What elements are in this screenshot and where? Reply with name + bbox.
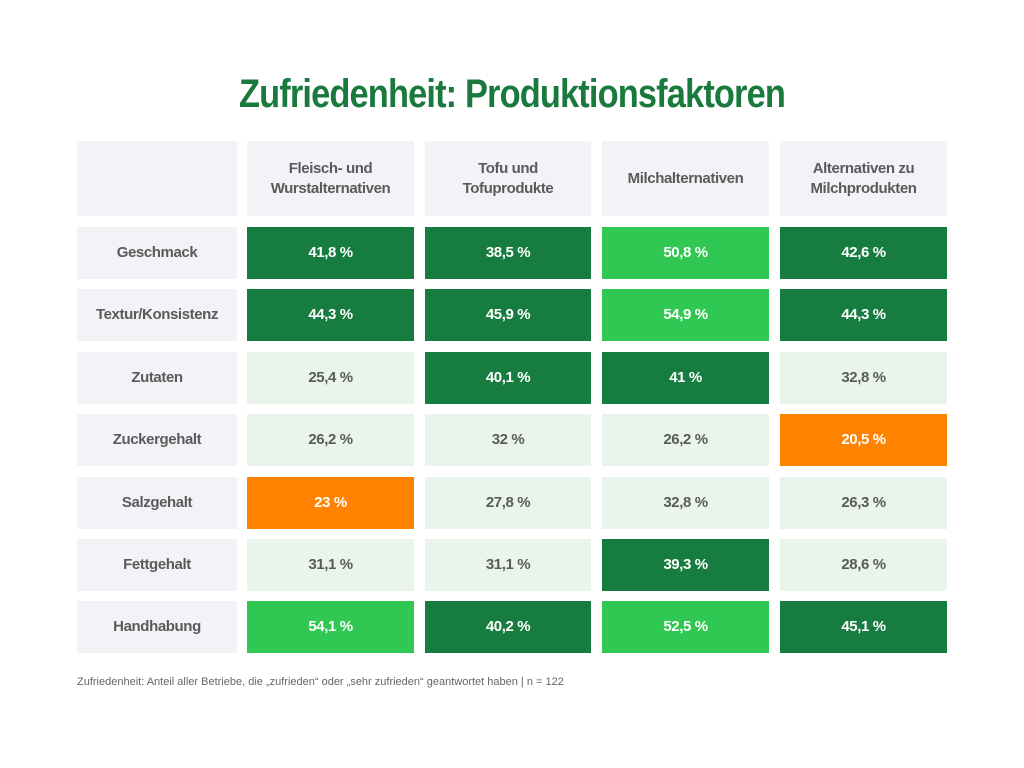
table-cell: 31,1 % (247, 539, 414, 591)
table-cell: 27,8 % (425, 477, 591, 529)
table-cell: 54,9 % (602, 289, 769, 341)
table-cell: 32 % (425, 414, 591, 466)
row-label: Textur/Konsistenz (77, 289, 237, 341)
cell-text: 40,2 % (485, 618, 531, 635)
cell-text: 54,1 % (308, 618, 353, 635)
table-cell: 45,9 % (425, 289, 591, 341)
cell-text: 42,6 % (841, 244, 886, 261)
cell-text: 32,8 % (663, 494, 708, 511)
cell-text: Textur/Konsistenz (95, 306, 219, 323)
cell-text: 54,9 % (663, 306, 708, 323)
table-cell: 20,5 % (780, 414, 947, 466)
cell-text: 39,3 % (663, 556, 708, 573)
table-cell: 41,8 % (247, 227, 414, 279)
row-label: Salzgehalt (77, 477, 237, 529)
table-cell: 40,2 % (425, 601, 591, 653)
table-cell: 31,1 % (425, 539, 591, 591)
table-cell: 42,6 % (780, 227, 947, 279)
row-label: Handhabung (77, 601, 237, 653)
cell-text: 44,3 % (841, 306, 886, 323)
table-cell: 41 % (602, 352, 769, 404)
table-cell: 50,8 % (602, 227, 769, 279)
cell-text: 32,8 % (841, 369, 886, 386)
cell-text: 41,8 % (308, 244, 353, 261)
cell-text: Alternativen zu Milchprodukten (810, 159, 917, 197)
cell-text: 31,1 % (308, 556, 353, 573)
row-label: Zuckergehalt (77, 414, 237, 466)
cell-text: Zuckergehalt (112, 431, 202, 448)
table-cell: 54,1 % (247, 601, 414, 653)
table-cell: 44,3 % (780, 289, 947, 341)
cell-text: 20,5 % (841, 431, 886, 448)
column-header: Tofu und Tofuprodukte (425, 141, 591, 216)
cell-text: 28,6 % (841, 556, 886, 573)
cell-text: 32 % (491, 431, 525, 448)
cell-text: 45,9 % (485, 306, 531, 323)
table-cell: 52,5 % (602, 601, 769, 653)
footnote: Zufriedenheit: Anteil aller Betriebe, di… (77, 676, 564, 688)
cell-text: 26,2 % (663, 431, 708, 448)
table-cell: 32,8 % (602, 477, 769, 529)
cell-text: Milchalternativen (627, 169, 744, 187)
column-header: Fleisch- und Wurstalternativen (247, 141, 414, 216)
table-cell: 26,2 % (247, 414, 414, 466)
table-cell: 45,1 % (780, 601, 947, 653)
header-corner (77, 141, 237, 216)
cell-text: Salzgehalt (121, 494, 193, 511)
cell-text: Tofu und Tofuprodukte (462, 159, 554, 197)
cell-text: 27,8 % (485, 494, 531, 511)
table-cell: 28,6 % (780, 539, 947, 591)
cell-text: Zutaten (131, 369, 183, 386)
row-label: Zutaten (77, 352, 237, 404)
table-cell: 38,5 % (425, 227, 591, 279)
table-cell: 44,3 % (247, 289, 414, 341)
row-label: Geschmack (77, 227, 237, 279)
column-header: Alternativen zu Milchprodukten (780, 141, 947, 216)
cell-text: 25,4 % (308, 369, 353, 386)
table-cell: 40,1 % (425, 352, 591, 404)
cell-text: 26,2 % (308, 431, 353, 448)
table-cell: 26,3 % (780, 477, 947, 529)
cell-text: Fettgehalt (123, 556, 191, 573)
table-cell: 32,8 % (780, 352, 947, 404)
cell-text: Fleisch- und Wurstalternativen (270, 159, 391, 197)
row-label: Fettgehalt (77, 539, 237, 591)
cell-text: 23 % (314, 494, 347, 511)
table-cell: 23 % (247, 477, 414, 529)
cell-text: 40,1 % (485, 369, 531, 386)
cell-text: 52,5 % (663, 618, 708, 635)
cell-text: 31,1 % (485, 556, 531, 573)
cell-text: Geschmack (116, 244, 198, 261)
cell-text: 44,3 % (308, 306, 353, 323)
table-cell: 39,3 % (602, 539, 769, 591)
cell-text: 38,5 % (485, 244, 531, 261)
cell-text: 50,8 % (663, 244, 708, 261)
column-header: Milchalternativen (602, 141, 769, 216)
table-cell: 25,4 % (247, 352, 414, 404)
table-cell: 26,2 % (602, 414, 769, 466)
chart-title: Zufriedenheit: Produktionsfaktoren (238, 72, 786, 116)
cell-text: 26,3 % (841, 494, 886, 511)
cell-text: 41 % (669, 369, 702, 386)
cell-text: 45,1 % (841, 618, 886, 635)
cell-text: Handhabung (113, 618, 201, 635)
